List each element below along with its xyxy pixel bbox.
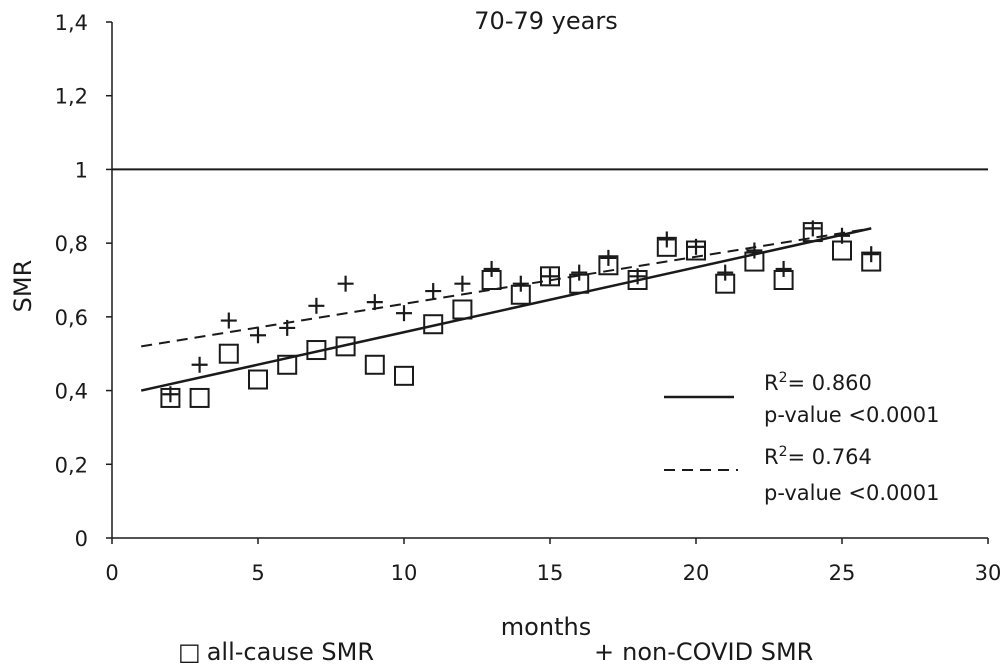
- non-covid-point: [746, 242, 763, 259]
- all-cause-point: [452, 299, 473, 320]
- legend-item-non-covid: + non-COVID SMR: [594, 638, 813, 665]
- y-ticks: 0 0,2 0,4 0,6 0,8 1 1,2 1,4: [55, 11, 112, 551]
- non-covid-point: [425, 283, 442, 300]
- non-covid-point: [512, 275, 529, 292]
- non-covid-point: [454, 275, 471, 292]
- x-tick-label: 15: [537, 561, 564, 585]
- y-tick-label: 1: [75, 158, 88, 182]
- y-tick-label: 0,8: [55, 232, 88, 256]
- non-covid-point: [279, 319, 296, 336]
- all-cause-point: [306, 340, 327, 361]
- annotation-solid-r2-value: = 0.860: [788, 371, 872, 395]
- y-tick-label: 0,4: [55, 380, 88, 404]
- non-covid-point: [688, 238, 704, 255]
- legend: □ all-cause SMR + non-COVID SMR: [178, 638, 813, 665]
- non-covid-point: [600, 249, 617, 266]
- non-covid-point: [191, 356, 208, 373]
- annotation-dashed-pvalue: p-value <0.0001: [764, 481, 939, 505]
- non-covid-point: [775, 260, 792, 277]
- trend-line-non-covid: [141, 227, 872, 348]
- non-covid-point: [483, 260, 500, 277]
- non-covid-point: [834, 227, 850, 244]
- annotation-solid-r2-prefix: R: [764, 371, 779, 395]
- non-covid-point: [804, 220, 821, 237]
- non-covid-point: [571, 264, 588, 281]
- non-covid-point: [366, 294, 383, 311]
- annotation-dashed-r2-sup: 2: [779, 444, 788, 460]
- y-axis-title: SMR: [9, 260, 37, 313]
- legend-symbol-square: □: [178, 638, 201, 665]
- plot-area: 0 5 10 15 20 25 30 0 0,2 0,4 0,6 0,8 1 1,2 1,4: [55, 11, 1002, 585]
- all-cause-point: [335, 336, 356, 357]
- annotation-dashed-r2-value: = 0.764: [788, 445, 872, 469]
- all-cause-point: [394, 365, 414, 386]
- all-cause-point: [832, 240, 852, 261]
- non-covid-point: [629, 268, 646, 285]
- non-covid-point: [220, 312, 237, 329]
- legend-label-non-covid: non-COVID SMR: [622, 638, 813, 665]
- x-tick-label: 25: [829, 561, 856, 585]
- all-cause-point: [364, 354, 385, 375]
- all-cause-point: [423, 314, 444, 335]
- non-covid-point: [396, 305, 412, 322]
- trend-lines: [140, 227, 872, 392]
- annotation-solid-r2-sup: 2: [779, 370, 788, 386]
- all-cause-point: [277, 354, 298, 375]
- non-covid-point: [250, 327, 266, 344]
- non-covid-point: [863, 246, 880, 263]
- legend-label-all-cause: all-cause SMR: [207, 638, 374, 665]
- y-tick-label: 0,2: [55, 453, 88, 477]
- annotation-dashed-r2-prefix: R: [764, 445, 779, 469]
- x-tick-label: 20: [683, 561, 710, 585]
- legend-symbol-plus: +: [594, 638, 614, 665]
- data-markers: [160, 220, 882, 408]
- all-cause-point: [248, 369, 268, 390]
- legend-item-all-cause: □ all-cause SMR: [178, 638, 374, 665]
- y-tick-label: 1,2: [55, 85, 88, 109]
- all-cause-point: [218, 343, 239, 364]
- all-cause-point: [189, 387, 210, 408]
- annotation-solid-pvalue: p-value <0.0001: [764, 403, 939, 427]
- non-covid-point: [162, 386, 179, 403]
- x-tick-label: 10: [391, 561, 418, 585]
- x-tick-label: 30: [975, 561, 1002, 585]
- non-covid-point: [658, 231, 675, 248]
- y-tick-label: 0,6: [55, 306, 88, 330]
- annotation-dashed-r2: R2= 0.764: [764, 444, 872, 469]
- non-covid-point: [337, 275, 354, 292]
- non-covid-point: [542, 268, 558, 285]
- non-covid-point: [717, 264, 734, 281]
- x-tick-label: 0: [105, 561, 118, 585]
- x-ticks: 0 5 10 15 20 25 30: [105, 538, 1001, 585]
- trend-line-all-cause: [140, 227, 872, 392]
- chart-title: 70-79 years: [474, 7, 617, 35]
- x-axis-title: months: [501, 613, 591, 641]
- y-tick-label: 1,4: [55, 11, 88, 35]
- y-tick-label: 0: [75, 527, 88, 551]
- non-covid-point: [308, 297, 325, 314]
- annotation-solid: R2= 0.860 p-value <0.0001: [664, 370, 939, 427]
- annotation-solid-r2: R2= 0.860: [764, 370, 872, 395]
- all-cause-point: [540, 266, 560, 287]
- annotation-dashed: R2= 0.764 p-value <0.0001: [664, 444, 939, 505]
- x-tick-label: 5: [251, 561, 264, 585]
